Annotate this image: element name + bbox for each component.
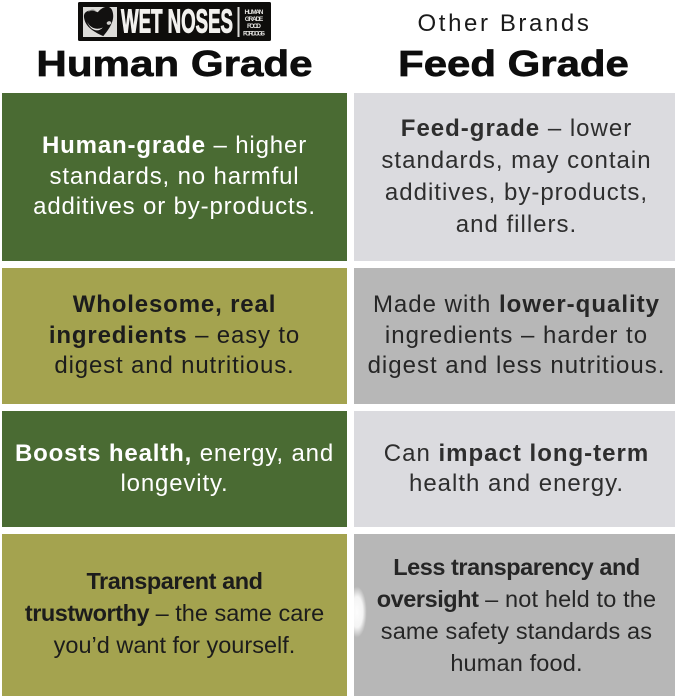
svg-text:WET NOSES: WET NOSES [121, 3, 233, 40]
svg-text:HUMAN: HUMAN [245, 9, 264, 16]
svg-text:FOR DOGS: FOR DOGS [243, 30, 266, 37]
svg-text:GRADE: GRADE [245, 16, 264, 23]
svg-text:FOOD: FOOD [247, 23, 261, 30]
